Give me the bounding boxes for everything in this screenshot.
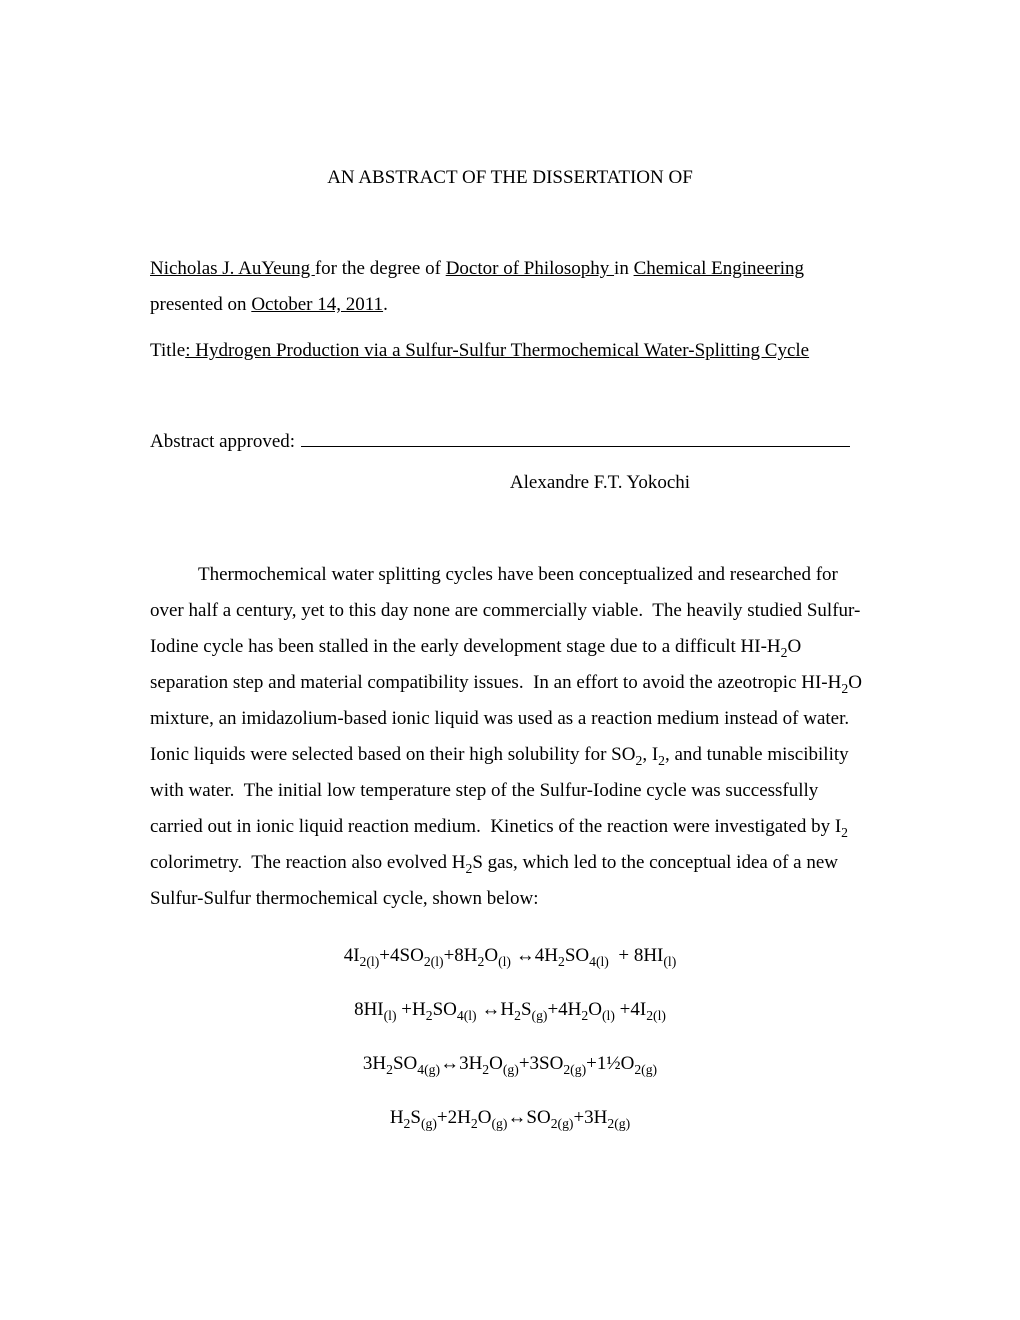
author-name: Nicholas J. AuYeung	[150, 258, 315, 279]
equations-block: 4I2(l)+4SO2(l)+8H2O(l) ↔4H2SO4(l) + 8HI(…	[150, 938, 870, 1136]
approver-name: Alexandre F.T. Yokochi	[150, 465, 870, 501]
date: October 14, 2011	[251, 294, 383, 315]
degree-prefix: for the degree of	[315, 258, 446, 279]
title-label: Title	[150, 340, 185, 361]
equation-1: 4I2(l)+4SO2(l)+8H2O(l) ↔4H2SO4(l) + 8HI(…	[150, 938, 870, 974]
equation-4: H2S(g)+2H2O(g)↔SO2(g)+3H2(g)	[150, 1100, 870, 1136]
page-content: AN ABSTRACT OF THE DISSERTATION OF Nicho…	[0, 0, 1020, 1234]
period: .	[383, 294, 388, 315]
presented-prefix: presented on	[150, 294, 251, 315]
major: Chemical Engineering	[634, 258, 804, 279]
abstract-body: Thermochemical water splitting cycles ha…	[150, 557, 870, 918]
signature-line	[301, 446, 850, 447]
equation-3: 3H2SO4(g)↔3H2O(g)+3SO2(g)+1½O2(g)	[150, 1046, 870, 1082]
approval-line: Abstract approved:	[150, 424, 870, 460]
equation-2: 8HI(l) +H2SO4(l) ↔H2S(g)+4H2O(l) +4I2(l)	[150, 992, 870, 1028]
approval-label: Abstract approved:	[150, 424, 295, 460]
author-line: Nicholas J. AuYeung for the degree of Do…	[150, 251, 870, 323]
major-prefix: in	[614, 258, 634, 279]
dissertation-heading: AN ABSTRACT OF THE DISSERTATION OF	[150, 160, 870, 196]
title-text: : Hydrogen Production via a Sulfur-Sulfu…	[185, 340, 809, 361]
degree: Doctor of Philosophy	[446, 258, 614, 279]
title-line: Title: Hydrogen Production via a Sulfur-…	[150, 333, 870, 369]
